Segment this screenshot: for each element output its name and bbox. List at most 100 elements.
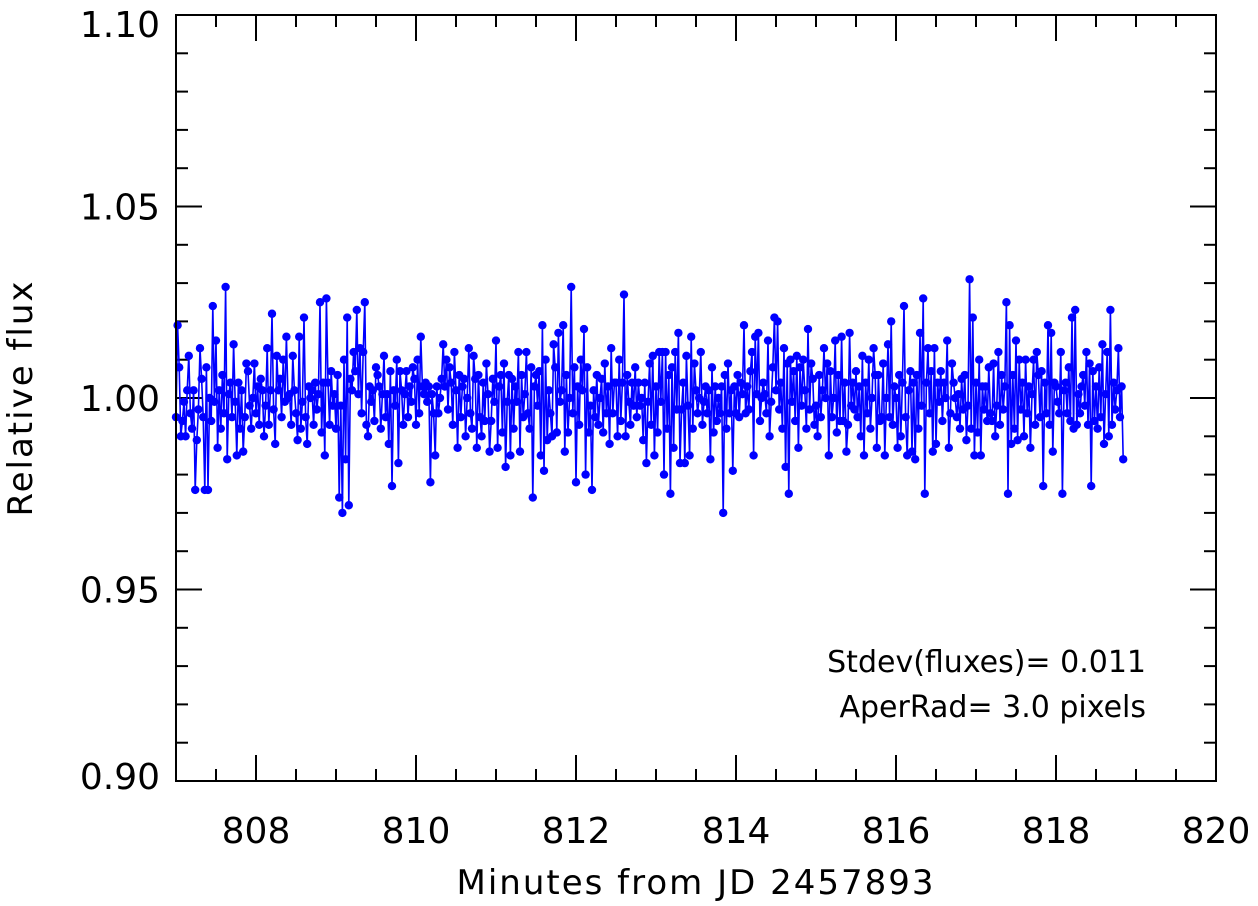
data-point — [621, 432, 630, 441]
data-point — [442, 355, 451, 364]
data-point — [178, 416, 187, 426]
data-point — [815, 370, 824, 380]
data-point — [549, 340, 558, 349]
data-point — [1080, 401, 1090, 410]
data-point — [187, 424, 197, 433]
data-point — [384, 439, 393, 449]
data-point — [362, 420, 371, 430]
data-point — [906, 366, 915, 376]
data-point — [373, 370, 382, 380]
data-point — [274, 386, 283, 395]
data-point — [1015, 355, 1024, 364]
data-point — [256, 374, 265, 384]
data-point — [439, 340, 448, 349]
data-point — [703, 409, 712, 418]
data-point — [699, 397, 709, 407]
data-point — [184, 351, 193, 361]
data-point — [1104, 432, 1114, 441]
data-point — [829, 393, 838, 403]
data-point — [527, 363, 536, 372]
data-point — [427, 389, 437, 399]
data-point — [872, 443, 881, 452]
data-point — [181, 432, 190, 441]
data-point — [991, 432, 1000, 441]
data-point — [232, 451, 241, 460]
data-point — [333, 370, 342, 380]
data-point — [907, 447, 917, 456]
data-point — [263, 344, 272, 353]
data-point — [759, 378, 768, 387]
data-point — [1095, 363, 1104, 372]
data-point — [960, 370, 969, 380]
data-point — [936, 366, 945, 376]
data-point — [466, 409, 475, 418]
data-point — [301, 412, 310, 422]
data-point — [315, 298, 325, 307]
data-point — [299, 313, 309, 322]
data-point — [819, 344, 829, 353]
data-point — [411, 420, 421, 430]
data-point — [693, 409, 702, 418]
data-point — [1096, 412, 1106, 422]
data-point — [211, 336, 221, 345]
data-point — [627, 378, 637, 387]
data-point — [834, 370, 843, 380]
data-point — [269, 405, 278, 414]
data-point — [600, 359, 609, 368]
data-point — [712, 416, 721, 426]
data-point — [303, 439, 312, 449]
data-point — [795, 363, 805, 372]
data-point — [765, 432, 774, 441]
data-point — [861, 378, 870, 387]
data-point — [831, 336, 840, 345]
data-point — [562, 370, 571, 380]
data-point — [919, 294, 928, 303]
data-point — [271, 439, 280, 449]
x-tick-label: 814 — [702, 811, 771, 852]
data-point — [290, 386, 299, 395]
data-point — [341, 455, 350, 464]
data-point — [920, 489, 929, 498]
data-point — [447, 378, 456, 387]
data-point — [637, 393, 646, 403]
data-point — [901, 412, 910, 422]
data-point — [210, 397, 219, 407]
data-point — [477, 432, 486, 441]
data-point — [1005, 321, 1014, 330]
data-point — [530, 382, 539, 391]
data-point — [837, 332, 846, 341]
data-point — [367, 397, 376, 407]
data-point — [463, 393, 472, 403]
data-point — [1059, 386, 1069, 395]
data-point — [728, 466, 737, 475]
x-tick-label: 810 — [382, 811, 451, 852]
data-point — [619, 290, 629, 299]
data-point — [495, 382, 504, 391]
data-point — [1090, 416, 1099, 426]
data-point — [344, 501, 353, 510]
data-point — [898, 378, 907, 387]
data-point — [599, 428, 608, 437]
data-point — [939, 378, 949, 387]
data-point — [928, 447, 937, 456]
data-point — [335, 493, 344, 502]
data-point — [408, 363, 417, 372]
data-point — [840, 378, 849, 387]
data-point — [501, 462, 510, 472]
data-point — [746, 366, 755, 376]
data-point — [234, 378, 243, 387]
data-point — [864, 355, 873, 364]
data-point — [762, 409, 771, 418]
data-point — [1024, 382, 1034, 391]
data-point — [824, 451, 833, 460]
data-point — [698, 420, 707, 430]
data-point — [767, 397, 776, 407]
data-point — [1091, 382, 1101, 391]
data-point — [498, 428, 507, 437]
data-point — [962, 435, 971, 445]
data-point — [850, 405, 859, 414]
data-point — [816, 412, 825, 422]
data-point — [943, 336, 952, 345]
data-point — [1051, 382, 1061, 391]
data-point — [931, 439, 941, 449]
